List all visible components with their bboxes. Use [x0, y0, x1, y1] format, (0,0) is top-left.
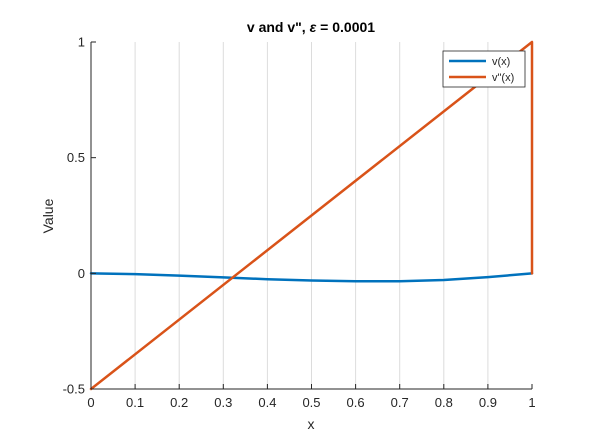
- title-value: = 0.0001: [316, 19, 375, 35]
- x-tick-label: 0: [87, 395, 94, 410]
- x-tick-label: 0.6: [347, 395, 365, 410]
- legend-label-v-double-prime: v"(x): [492, 72, 514, 84]
- series-line-1: [89, 40, 534, 391]
- title-epsilon: ε: [310, 19, 317, 35]
- legend-label-v: v(x): [492, 56, 510, 68]
- x-tick-label: 0.9: [479, 395, 497, 410]
- x-tick-label: 0.2: [170, 395, 188, 410]
- x-tick-label: 0.4: [258, 395, 276, 410]
- x-tick-label: 0.5: [302, 395, 320, 410]
- chart-title: v and v", ε = 0.0001: [247, 19, 375, 35]
- x-axis-label: x: [308, 416, 315, 432]
- legend-box: [442, 50, 526, 88]
- legend: v(x) v"(x): [442, 50, 526, 88]
- grid: [134, 42, 489, 389]
- x-tick-label: 0.7: [391, 395, 409, 410]
- x-tick-label: 0.8: [435, 395, 453, 410]
- x-tick-label: 1: [528, 395, 535, 410]
- y-tick-label: -0.5: [63, 382, 85, 397]
- x-tick-label: 0.1: [126, 395, 144, 410]
- series-group: [89, 40, 534, 391]
- y-tick-label: 0: [78, 266, 85, 281]
- axes: [90, 41, 533, 390]
- y-tick-labels: -0.5 0 0.5 1: [63, 35, 85, 397]
- y-axis-label: Value: [40, 198, 56, 233]
- y-tick-label: 1: [78, 35, 85, 50]
- series-line-0: [89, 272, 534, 283]
- y-tick-label: 0.5: [67, 150, 85, 165]
- title-main: v and v",: [247, 19, 310, 35]
- x-tick-label: 0.3: [214, 395, 232, 410]
- x-tick-labels: 0 0.1 0.2 0.3 0.4 0.5 0.6 0.7 0.8 0.9 1: [87, 395, 535, 410]
